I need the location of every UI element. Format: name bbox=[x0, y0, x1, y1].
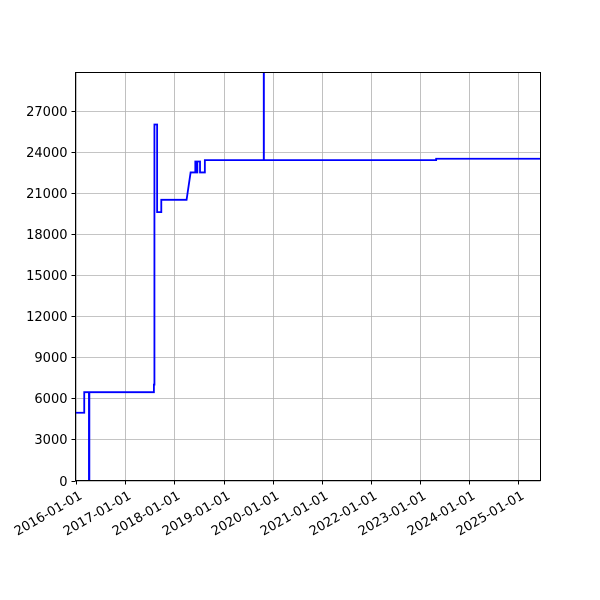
y-tick-label: 0 bbox=[59, 475, 67, 490]
y-axis: 0 3000 6000 9000 12000 15000 18000 21000 24000 27… bbox=[26, 105, 76, 490]
y-tick-label: 3000 bbox=[34, 433, 67, 448]
x-axis: 2016-01-012017-01-012018-01-012019-01-01… bbox=[12, 480, 527, 539]
grid bbox=[75, 72, 541, 482]
y-tick-label: 12000 bbox=[26, 310, 67, 325]
y-tick-label: 15000 bbox=[26, 269, 67, 284]
y-tick-label: 9000 bbox=[34, 351, 67, 366]
series-layer bbox=[75, 72, 541, 481]
y-tick-label: 27000 bbox=[26, 105, 67, 120]
y-tick-label: 24000 bbox=[26, 146, 67, 161]
plot-frame bbox=[75, 72, 541, 481]
y-tick-label: 21000 bbox=[26, 187, 67, 202]
y-tick-label: 6000 bbox=[34, 392, 67, 407]
y-tick-label: 18000 bbox=[26, 228, 67, 243]
series-line-0 bbox=[75, 72, 541, 481]
